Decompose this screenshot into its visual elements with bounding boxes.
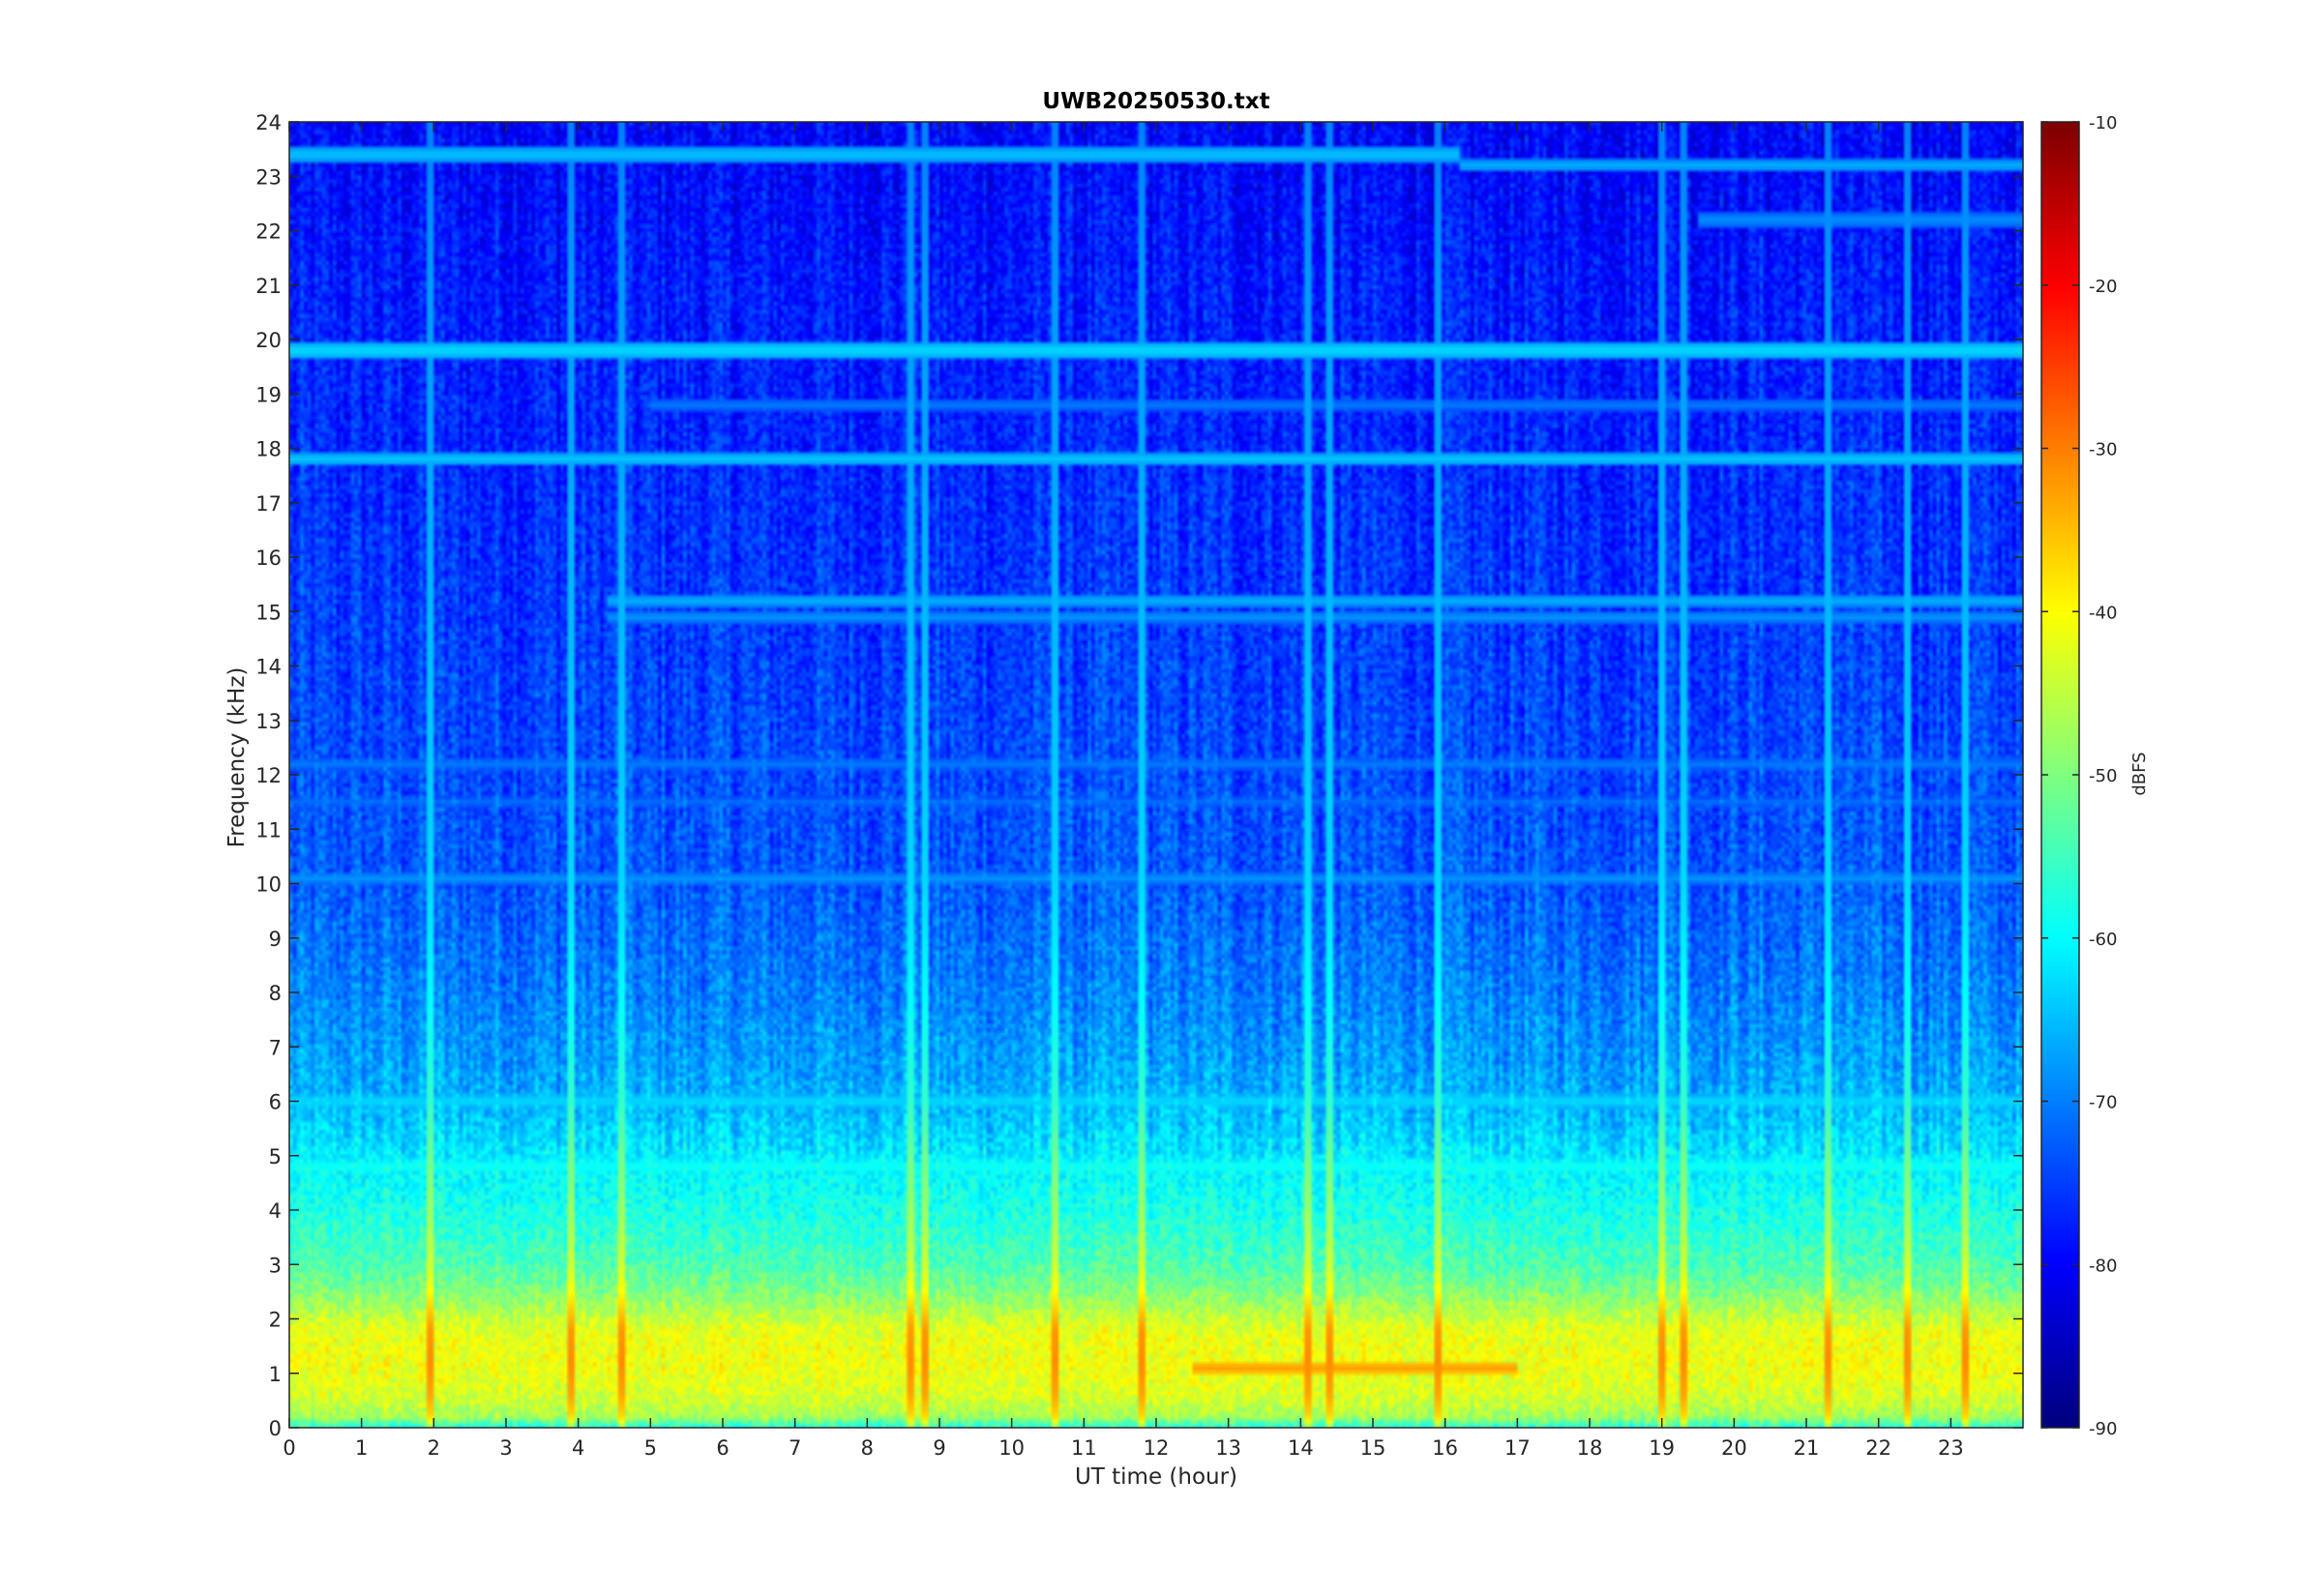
x-tick-label: 11 <box>1071 1436 1097 1460</box>
y-axis-label: Frequency (kHz) <box>224 667 250 848</box>
x-tick-label: 10 <box>998 1436 1025 1460</box>
x-tick-label: 14 <box>1288 1436 1314 1460</box>
x-tick-label: 12 <box>1144 1436 1170 1460</box>
y-tick-label: 11 <box>255 818 282 842</box>
colorbar-ticks: -10 -20 -30 -40 -50 -60 -70 -80 -90 <box>2041 113 2117 1439</box>
y-tick-label: 21 <box>255 275 282 298</box>
colorbar-label: dBFS <box>2129 752 2150 795</box>
colorbar-tick-label: -70 <box>2089 1093 2117 1113</box>
y-tick-label: 3 <box>269 1254 282 1277</box>
x-tick-label: 23 <box>1938 1436 1964 1460</box>
y-tick-label: 0 <box>269 1417 282 1440</box>
colorbar-tick-label: -50 <box>2089 766 2117 786</box>
colorbar-tick-label: -60 <box>2089 930 2117 950</box>
x-tick-label: 21 <box>1794 1436 1820 1460</box>
y-tick-label: 8 <box>269 982 282 1005</box>
y-tick-label: 19 <box>255 383 282 406</box>
x-tick-label: 8 <box>861 1436 874 1460</box>
y-tick-label: 23 <box>255 165 282 189</box>
y-tick-label: 20 <box>255 329 282 352</box>
chart-title: UWB20250530.txt <box>1042 89 1269 114</box>
x-tick-label: 17 <box>1504 1436 1531 1460</box>
y-tick-label: 24 <box>255 111 282 134</box>
x-tick-label: 15 <box>1360 1436 1386 1460</box>
x-tick-label: 22 <box>1865 1436 1891 1460</box>
x-tick-label: 2 <box>428 1436 440 1460</box>
y-tick-label: 22 <box>255 221 282 244</box>
y-tick-label: 1 <box>269 1363 282 1386</box>
x-tick-label: 20 <box>1721 1436 1747 1460</box>
y-tick-label: 9 <box>269 928 282 951</box>
colorbar-tick-label: -40 <box>2089 603 2117 623</box>
colorbar-tick-label: -30 <box>2089 440 2117 460</box>
y-tick-label: 6 <box>269 1091 282 1114</box>
colorbar-tick-label: -80 <box>2089 1256 2117 1276</box>
y-tick-label: 4 <box>269 1199 282 1223</box>
y-tick-label: 17 <box>255 492 282 516</box>
x-tick-label: 6 <box>716 1436 729 1460</box>
colorbar-tick-label: -90 <box>2089 1419 2117 1439</box>
x-tick-label: 4 <box>572 1436 584 1460</box>
x-tick-label: 3 <box>499 1436 512 1460</box>
x-tick-label: 13 <box>1215 1436 1241 1460</box>
colorbar-tick-label: -10 <box>2089 113 2117 133</box>
y-tick-label: 15 <box>255 601 282 624</box>
y-tick-label: 16 <box>255 547 282 570</box>
x-tick-label: 9 <box>933 1436 945 1460</box>
y-tick-label: 18 <box>255 438 282 461</box>
y-tick-label: 10 <box>255 873 282 897</box>
y-tick-label: 12 <box>255 764 282 787</box>
x-tick-label: 0 <box>283 1436 295 1460</box>
y-tick-label: 14 <box>255 656 282 679</box>
x-axis-label: UT time (hour) <box>1075 1464 1237 1490</box>
x-tick-label: 18 <box>1577 1436 1603 1460</box>
y-tick-label: 2 <box>269 1309 282 1332</box>
x-tick-label: 19 <box>1649 1436 1675 1460</box>
x-tick-label: 1 <box>355 1436 368 1460</box>
y-tick-label: 5 <box>269 1145 282 1168</box>
x-tick-label: 7 <box>789 1436 801 1460</box>
y-tick-label: 7 <box>269 1036 282 1059</box>
x-tick-label: 5 <box>644 1436 657 1460</box>
x-axis-ticks: 0 1 2 3 4 5 6 7 8 9 10 11 12 13 14 15 16 17 18 19 20 21 22 23 <box>283 122 1964 1460</box>
y-tick-label: 13 <box>255 710 282 733</box>
x-tick-label: 16 <box>1432 1436 1458 1460</box>
spectrogram-heatmap <box>289 122 2023 1428</box>
colorbar-tick-label: -20 <box>2089 277 2117 297</box>
